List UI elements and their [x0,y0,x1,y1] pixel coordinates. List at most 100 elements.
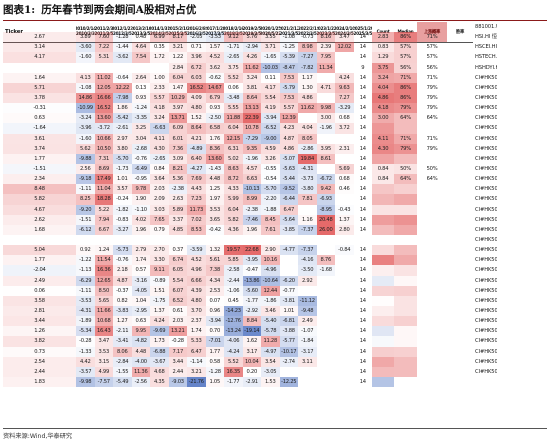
cell-return: 10.16 [261,255,280,266]
cell-win-rate [417,123,447,133]
cell-return: 1.27 [113,316,132,327]
cell-return: -2.50 [205,113,224,124]
cell-return: -1.28 [113,32,132,43]
cell-win-rate [417,235,447,245]
cell-return: 5.62 [76,143,95,154]
cell-win-rate [417,265,447,275]
footer-divider [3,428,547,429]
cell-win-rate [417,276,447,286]
cell-return: 12.02 [335,42,354,53]
cell-return: -0.54 [261,174,280,184]
cell-return: -6.72 [316,174,335,185]
header-col: 2016/2/8 2016/3/5 [187,22,206,43]
cell-return: -1.96 [316,123,335,134]
cell-return: 8.36 [205,143,224,154]
cell-win-rate: 71% [426,135,438,142]
cell-median: 4.18 [372,103,394,114]
cell-return: 3.54 [261,356,280,367]
cell-return: -0.95 [131,174,150,185]
header-col: 上涨概率 [417,22,447,43]
cell-return: 1.37 [150,305,169,317]
cell-return: -5.40 [261,316,280,327]
cell-win-rate [417,357,447,367]
cell-blank [447,123,473,133]
cell-count: 14 [359,277,366,284]
cell-return: 0.93 [131,92,150,104]
cell-return: -5.60 [242,285,261,296]
cell-return: 0.68 [335,174,354,184]
cell-return: 7.60 [94,32,113,43]
cell-blank [447,276,473,286]
cell-return [317,164,336,174]
row-ticker: CI#HK5014.WI 商贸零售 [475,115,497,122]
cell-return: 4.59 [261,143,280,154]
cell-return: -6.29 [76,275,95,286]
cell-return: -2.86 [298,143,317,154]
cell-return: -5.63 [279,163,298,175]
cell-return: 1.30 [298,82,317,93]
cell-return: -3.94 [261,113,280,124]
cell-blank [447,194,473,204]
cell-return: -1.22 [76,255,95,266]
cell-return: 12.22 [113,82,132,93]
cell-blank [447,357,473,367]
row-ticker: CI#HK5028.WI 计算机 [475,196,497,203]
cell-return: 0.07 [209,297,221,304]
row-ticker: 881001.WI Wind全A [475,24,497,30]
cell-return [335,306,354,316]
cell-return: 1.76 [205,133,224,144]
row-ticker: CI#HK5002.WI 房地产 [475,338,497,345]
cell-return: 3.74 [3,143,76,154]
cell-return: 11.73 [187,204,206,215]
cell-return: -3.62 [113,52,132,63]
cell-blank [447,215,473,225]
cell-return: 1.77 [3,255,76,266]
cell-return [150,63,169,73]
cell-return: 12.44 [261,285,280,296]
cell-win-rate [417,367,447,377]
cell-up-prob: 64% [394,113,417,124]
cell-return: -3.35 [131,113,150,124]
cell-median [372,153,394,164]
cell-count: 14 [359,105,366,112]
cell-return [317,296,336,306]
row-ticker: CI#HK5003.WI 纺织服装 [475,307,497,314]
cell-return: -3.48 [224,92,243,104]
row-ticker: CI#HK5006.WI 轻工 [475,216,497,223]
cell-return: -1.11 [76,285,95,296]
row-ticker: CI#HK5009.WI 煤炭 [475,236,497,243]
cell-up-prob: 79% [394,143,417,154]
cell-return: -3.85 [279,224,298,235]
cell-return: 8.72 [224,174,243,185]
cell-return: -1.43 [205,163,224,175]
cell-up-prob: 57% [394,52,417,63]
cell-return: -7.46 [242,214,261,225]
cell-return: 7.23 [187,194,206,205]
cell-return: 1.90 [131,194,150,205]
cell-return: 1.77 [3,153,76,164]
cell-return [335,194,354,204]
cell-return: -1.08 [279,32,298,43]
header-col: 胜率 [447,22,473,43]
cell-return: 4.34 [205,275,224,286]
cell-return: 7.69 [187,174,206,185]
cell-return: 5.54 [261,92,280,104]
header-col: 2010/2/14 2010/3/3 [76,22,95,43]
cell-return: 7.31 [94,153,113,164]
cell-return: 1.00 [150,72,169,83]
cell-return: 3.37 [168,214,187,225]
cell-return: 6.99 [150,32,169,43]
cell-return [317,93,336,103]
cell-return: 7.95 [316,52,335,63]
cell-return: 6.52 [168,295,187,306]
header-col: 2013/2/10 2013/3/5 [131,22,150,43]
cell-return: -2.95 [131,305,150,317]
cell-median: 3.00 [372,113,394,124]
cell-return: 4.18 [150,103,169,114]
cell-return: -7.29 [242,133,261,144]
cell-return: -8.47 [279,62,298,73]
cell-return: 17.49 [94,174,113,185]
cell-return: 5.82 [3,194,76,205]
cell-return [335,134,354,144]
cell-return: 3.82 [3,336,76,347]
